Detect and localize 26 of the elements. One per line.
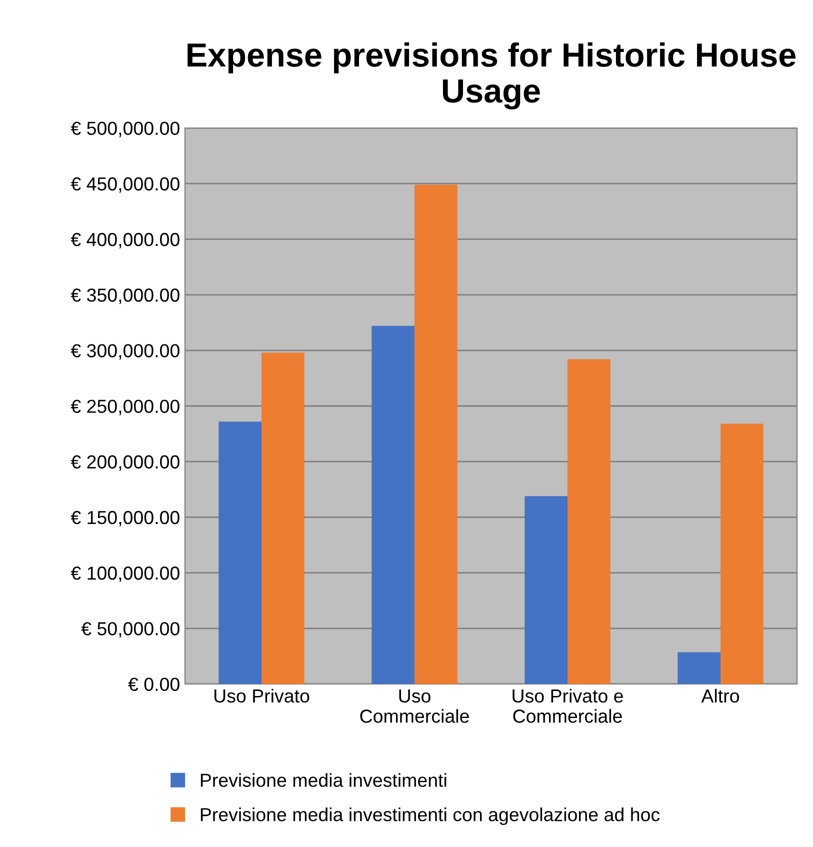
bar [262,352,304,684]
bar [568,359,610,684]
y-tick-label: € 450,000.00 [70,177,180,193]
legend-label: Previsione media investimenti con agevolazione ad hoc [200,808,660,825]
bar [218,422,262,684]
y-tick-label: € 300,000.00 [70,344,180,360]
x-tick-label: Altro [701,688,739,703]
y-tick-label: € 100,000.00 [70,566,180,582]
x-tick-label: Uso Privato e Commerciale [512,688,623,723]
y-tick-label: € 0.00 [128,678,180,691]
y-tick-label: € 350,000.00 [70,288,180,304]
y-tick-label: € 200,000.00 [70,455,180,471]
bar [720,424,764,684]
bar [414,184,458,684]
bar [678,652,720,684]
y-tick-label: € 50,000.00 [81,622,180,638]
x-tick-label: Uso Commerciale [360,690,469,723]
chart-title: Expense previsions for Historic House Usage [188,42,796,110]
y-tick-label: € 150,000.00 [70,510,180,526]
y-tick-label: € 400,000.00 [70,232,180,248]
bar [524,496,568,684]
y-tick-label: € 500,000.00 [70,122,180,138]
x-tick-label: Uso Privato [214,688,310,703]
bar [372,326,414,684]
legend-label: Previsione media investimenti [200,773,446,787]
y-tick-label: € 250,000.00 [70,400,180,416]
